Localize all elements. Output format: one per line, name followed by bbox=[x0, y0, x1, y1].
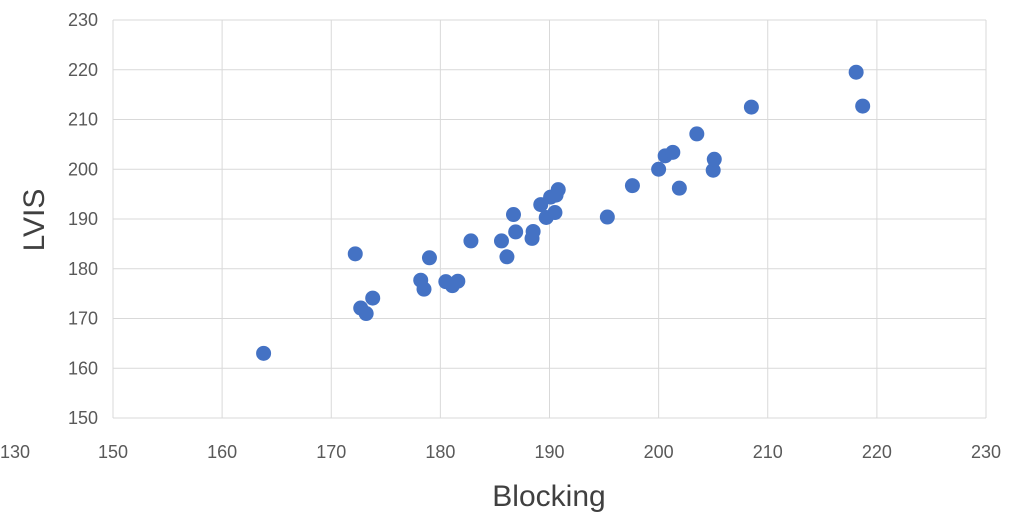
data-point bbox=[417, 282, 432, 297]
data-point bbox=[499, 249, 514, 264]
y-tick-label: 220 bbox=[68, 60, 98, 80]
x-axis-title: Blocking bbox=[492, 480, 605, 512]
data-point bbox=[365, 291, 380, 306]
y-axis-title: LVIS bbox=[18, 189, 51, 252]
data-point bbox=[665, 145, 680, 160]
y-tick-label: 150 bbox=[68, 408, 98, 428]
data-point bbox=[547, 205, 562, 220]
y-axis-tick-labels: 150 160 170 180 190 200 210 220 230 bbox=[68, 10, 98, 428]
data-point bbox=[855, 99, 870, 114]
data-point bbox=[551, 182, 566, 197]
data-point bbox=[849, 65, 864, 80]
data-point bbox=[494, 233, 509, 248]
y-tick-label: 200 bbox=[68, 159, 98, 179]
data-point bbox=[450, 274, 465, 289]
data-point bbox=[348, 246, 363, 261]
data-point bbox=[506, 207, 521, 222]
x-tick-label: 190 bbox=[534, 442, 564, 462]
y-tick-label: 210 bbox=[68, 110, 98, 130]
cut-off-tick-label: 130 bbox=[0, 442, 30, 462]
x-tick-label: 210 bbox=[753, 442, 783, 462]
x-tick-label: 230 bbox=[971, 442, 1001, 462]
data-point bbox=[672, 181, 687, 196]
data-points bbox=[256, 65, 870, 361]
x-tick-label: 170 bbox=[316, 442, 346, 462]
data-point bbox=[600, 210, 615, 225]
y-tick-label: 180 bbox=[68, 259, 98, 279]
y-tick-label: 160 bbox=[68, 358, 98, 378]
x-tick-label: 150 bbox=[98, 442, 128, 462]
data-point bbox=[625, 178, 640, 193]
y-tick-label: 230 bbox=[68, 10, 98, 30]
data-point bbox=[744, 100, 759, 115]
data-point bbox=[689, 126, 704, 141]
data-point bbox=[651, 162, 666, 177]
x-tick-label: 180 bbox=[425, 442, 455, 462]
x-tick-label: 200 bbox=[644, 442, 674, 462]
y-tick-label: 190 bbox=[68, 209, 98, 229]
data-point bbox=[463, 233, 478, 248]
x-tick-label: 220 bbox=[862, 442, 892, 462]
data-point bbox=[256, 346, 271, 361]
y-tick-label: 170 bbox=[68, 309, 98, 329]
data-point bbox=[422, 250, 437, 265]
data-point bbox=[707, 152, 722, 167]
data-point bbox=[526, 224, 541, 239]
data-point bbox=[508, 224, 523, 239]
data-point bbox=[359, 306, 374, 321]
x-tick-label: 160 bbox=[207, 442, 237, 462]
x-axis-tick-labels: 150 160 170 180 190 200 210 220 230 bbox=[98, 442, 1001, 462]
